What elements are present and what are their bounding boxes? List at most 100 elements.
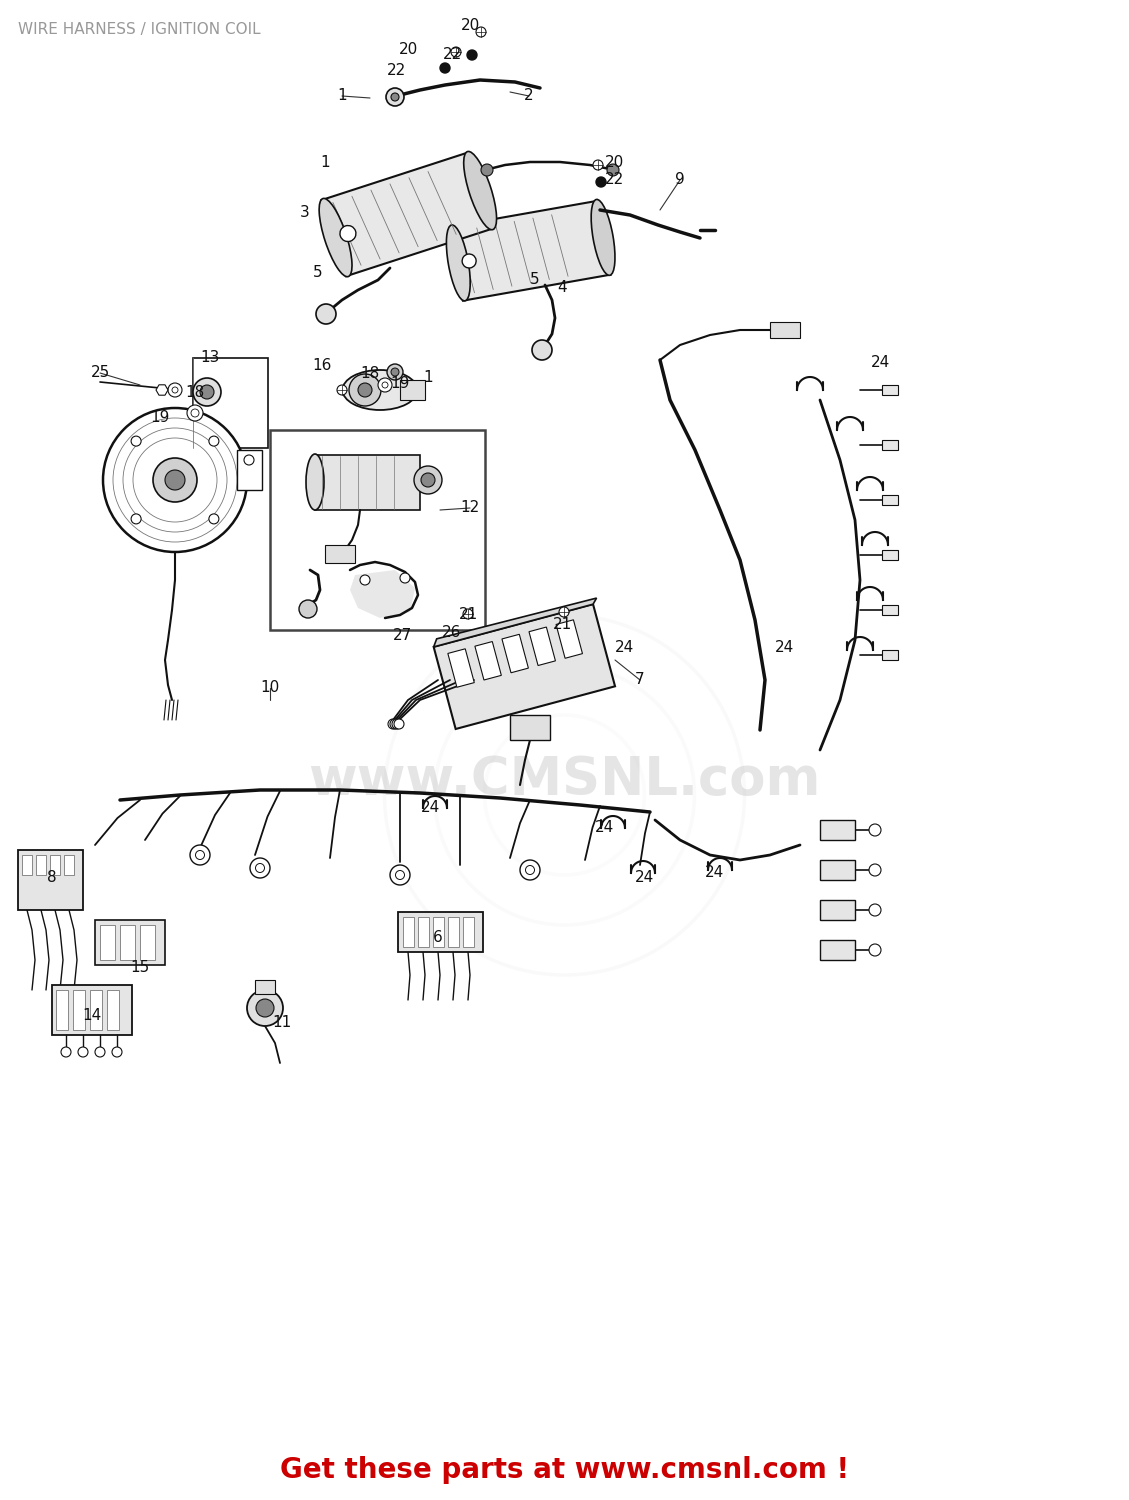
Text: 14: 14 xyxy=(82,1008,102,1023)
Text: 22: 22 xyxy=(604,172,623,188)
Circle shape xyxy=(481,164,493,176)
Bar xyxy=(820,821,855,840)
Text: 1: 1 xyxy=(321,154,330,170)
Polygon shape xyxy=(156,386,168,394)
Circle shape xyxy=(165,470,185,490)
Text: 18: 18 xyxy=(185,386,204,400)
FancyArrowPatch shape xyxy=(514,222,531,284)
Bar xyxy=(882,495,898,506)
Bar xyxy=(770,322,800,338)
Circle shape xyxy=(463,609,473,619)
Text: 12: 12 xyxy=(461,500,480,514)
Circle shape xyxy=(209,514,219,523)
Text: 4: 4 xyxy=(558,280,567,296)
FancyArrowPatch shape xyxy=(428,171,456,234)
Circle shape xyxy=(391,93,399,100)
Circle shape xyxy=(244,454,254,465)
Circle shape xyxy=(247,990,283,1026)
Circle shape xyxy=(467,50,476,60)
Polygon shape xyxy=(350,570,415,618)
Circle shape xyxy=(95,1047,105,1058)
Bar xyxy=(325,544,355,562)
Text: 20: 20 xyxy=(399,42,418,57)
Circle shape xyxy=(390,865,410,885)
Ellipse shape xyxy=(320,198,352,276)
Bar xyxy=(255,980,275,994)
FancyArrowPatch shape xyxy=(513,642,518,666)
Bar xyxy=(100,926,115,960)
FancyArrowPatch shape xyxy=(352,196,380,260)
Text: Get these parts at www.cmsnl.com !: Get these parts at www.cmsnl.com ! xyxy=(280,1456,849,1484)
Circle shape xyxy=(394,718,404,729)
Text: 24: 24 xyxy=(420,800,439,814)
Bar xyxy=(140,926,155,960)
Ellipse shape xyxy=(464,152,497,230)
Text: 2: 2 xyxy=(524,88,534,104)
Text: 24: 24 xyxy=(614,640,633,656)
Circle shape xyxy=(193,378,221,406)
Circle shape xyxy=(336,386,347,394)
Bar xyxy=(448,650,474,687)
Circle shape xyxy=(360,574,370,585)
Circle shape xyxy=(869,864,881,876)
Text: 1: 1 xyxy=(423,370,432,386)
Circle shape xyxy=(340,225,356,242)
Circle shape xyxy=(195,850,204,859)
FancyArrowPatch shape xyxy=(567,627,572,651)
Bar xyxy=(73,990,85,1030)
Text: 26: 26 xyxy=(443,626,462,640)
Text: 13: 13 xyxy=(200,350,220,364)
Circle shape xyxy=(532,340,552,360)
Text: 8: 8 xyxy=(47,870,56,885)
Circle shape xyxy=(358,382,371,398)
Bar xyxy=(418,916,429,946)
Text: 9: 9 xyxy=(675,172,685,188)
Bar xyxy=(107,990,119,1030)
Bar xyxy=(64,855,75,874)
Text: 10: 10 xyxy=(261,680,280,694)
Text: 25: 25 xyxy=(90,364,110,380)
Bar xyxy=(434,916,444,946)
Bar xyxy=(530,627,555,666)
Circle shape xyxy=(316,304,336,324)
FancyArrowPatch shape xyxy=(409,177,437,240)
FancyArrowPatch shape xyxy=(552,214,568,276)
Bar xyxy=(52,986,132,1035)
Bar xyxy=(882,440,898,450)
FancyArrowPatch shape xyxy=(485,650,491,674)
Circle shape xyxy=(450,46,461,57)
Bar xyxy=(510,716,550,740)
Text: 1: 1 xyxy=(338,88,347,104)
Circle shape xyxy=(869,944,881,956)
Circle shape xyxy=(520,859,540,880)
Text: 18: 18 xyxy=(360,366,379,381)
Text: 21: 21 xyxy=(552,616,571,632)
Circle shape xyxy=(255,864,264,873)
Text: 22: 22 xyxy=(387,63,406,78)
Text: WIRE HARNESS / IGNITION COIL: WIRE HARNESS / IGNITION COIL xyxy=(18,22,261,38)
Circle shape xyxy=(388,718,399,729)
Bar xyxy=(882,604,898,615)
Circle shape xyxy=(154,458,196,503)
FancyArrowPatch shape xyxy=(533,217,550,279)
Ellipse shape xyxy=(342,370,418,410)
Bar xyxy=(399,912,483,952)
Circle shape xyxy=(256,999,274,1017)
Bar xyxy=(315,454,420,510)
Circle shape xyxy=(386,88,404,106)
Circle shape xyxy=(190,844,210,865)
Bar xyxy=(322,152,493,276)
Bar xyxy=(21,855,32,874)
Text: 20: 20 xyxy=(461,18,480,33)
Circle shape xyxy=(462,254,476,268)
Text: 24: 24 xyxy=(774,640,794,656)
Circle shape xyxy=(250,858,270,877)
Bar xyxy=(95,920,165,964)
Text: 24: 24 xyxy=(636,870,655,885)
FancyArrowPatch shape xyxy=(390,184,418,246)
Circle shape xyxy=(191,410,199,417)
Bar xyxy=(400,380,425,400)
FancyArrowPatch shape xyxy=(458,657,464,681)
Circle shape xyxy=(187,405,203,422)
Circle shape xyxy=(172,387,178,393)
